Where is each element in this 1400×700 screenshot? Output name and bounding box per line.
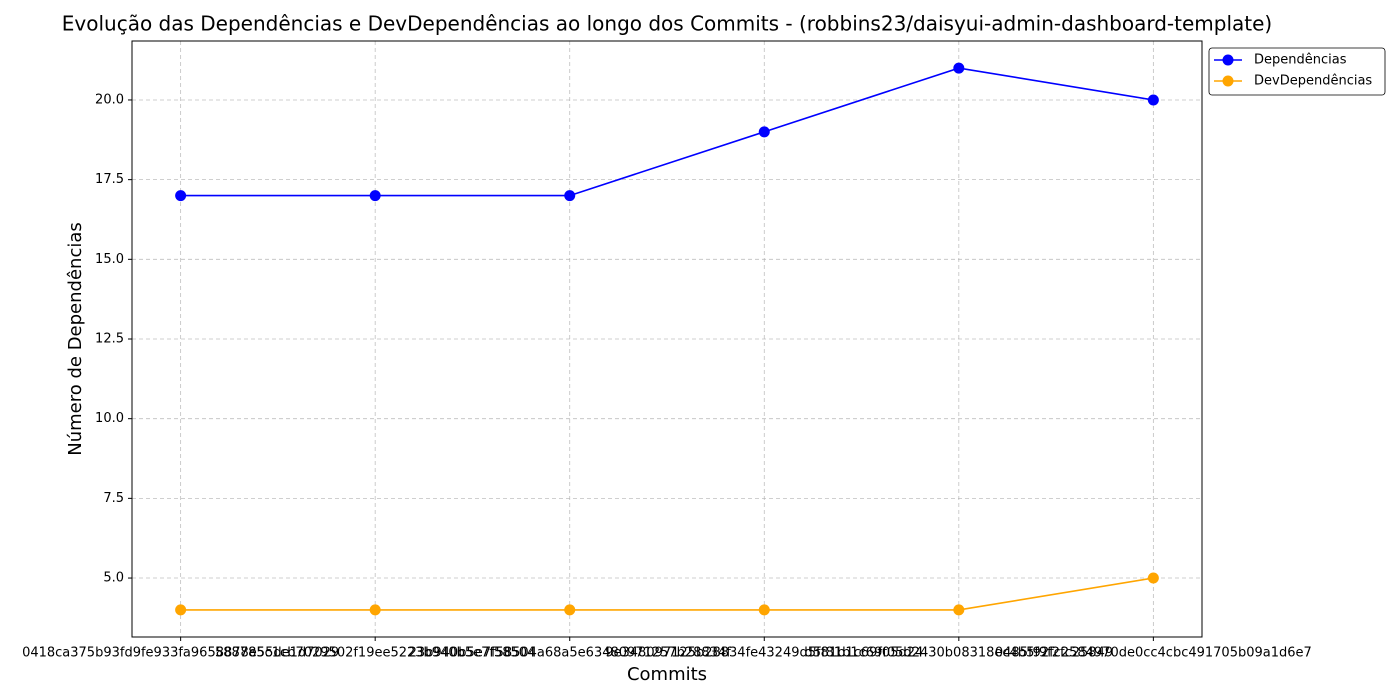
y-tick-label: 10.0 (95, 411, 124, 426)
y-tick-label: 7.5 (103, 491, 124, 506)
data-point (758, 604, 770, 616)
series-line (180, 577, 1154, 611)
x-tick-label: 0418ca375b93fd9fe933fa9658878e55de1d7029 (22, 646, 339, 661)
legend: Dependências DevDependências (1208, 47, 1386, 96)
x-tick-label: 0485f92fc2584970de0cc4cbc491705b09a1d6e7 (995, 646, 1312, 661)
x-tick-label: 588785c1cb7029502f19ee5223b940b5e7f58504 (215, 646, 535, 661)
legend-marker (1222, 75, 1234, 87)
y-tick-label: 15.0 (95, 252, 124, 267)
series-line (180, 67, 1154, 197)
chart-title: Evolução das Dependências e DevDependênc… (62, 12, 1273, 36)
legend-label: DevDependências (1254, 74, 1372, 89)
data-point (953, 62, 965, 74)
y-tick-label: 17.5 (95, 172, 124, 187)
y-tick-label: 20.0 (95, 92, 124, 107)
plot-frame (131, 40, 1203, 638)
data-point (1147, 572, 1159, 584)
y-tick-label: 12.5 (95, 332, 124, 347)
legend-label: Dependências (1254, 53, 1347, 68)
x-axis-label: Commits (627, 664, 707, 685)
x-tick-label: 9e348097125b28834fe43249d5f81b1c69f05d24 (605, 646, 923, 661)
data-point (369, 604, 381, 616)
legend-marker (1222, 54, 1234, 66)
data-point (369, 190, 381, 202)
data-point (175, 604, 187, 616)
y-axis-label: Número de Dependências (65, 222, 86, 456)
data-point (564, 604, 576, 616)
x-tick-label: d5f81b1c69f05d2430b08318ec4b5f9f2fc25849 (804, 646, 1113, 661)
x-tick-label: 23b940b5e7f58504a68a5e63480971257b28834f (409, 646, 732, 661)
legend-box (1208, 47, 1386, 96)
data-point (1147, 94, 1159, 106)
data-point (564, 190, 576, 202)
data-point (953, 604, 965, 616)
data-point (175, 190, 187, 202)
y-tick-label: 5.0 (103, 571, 124, 586)
data-point (758, 126, 770, 138)
